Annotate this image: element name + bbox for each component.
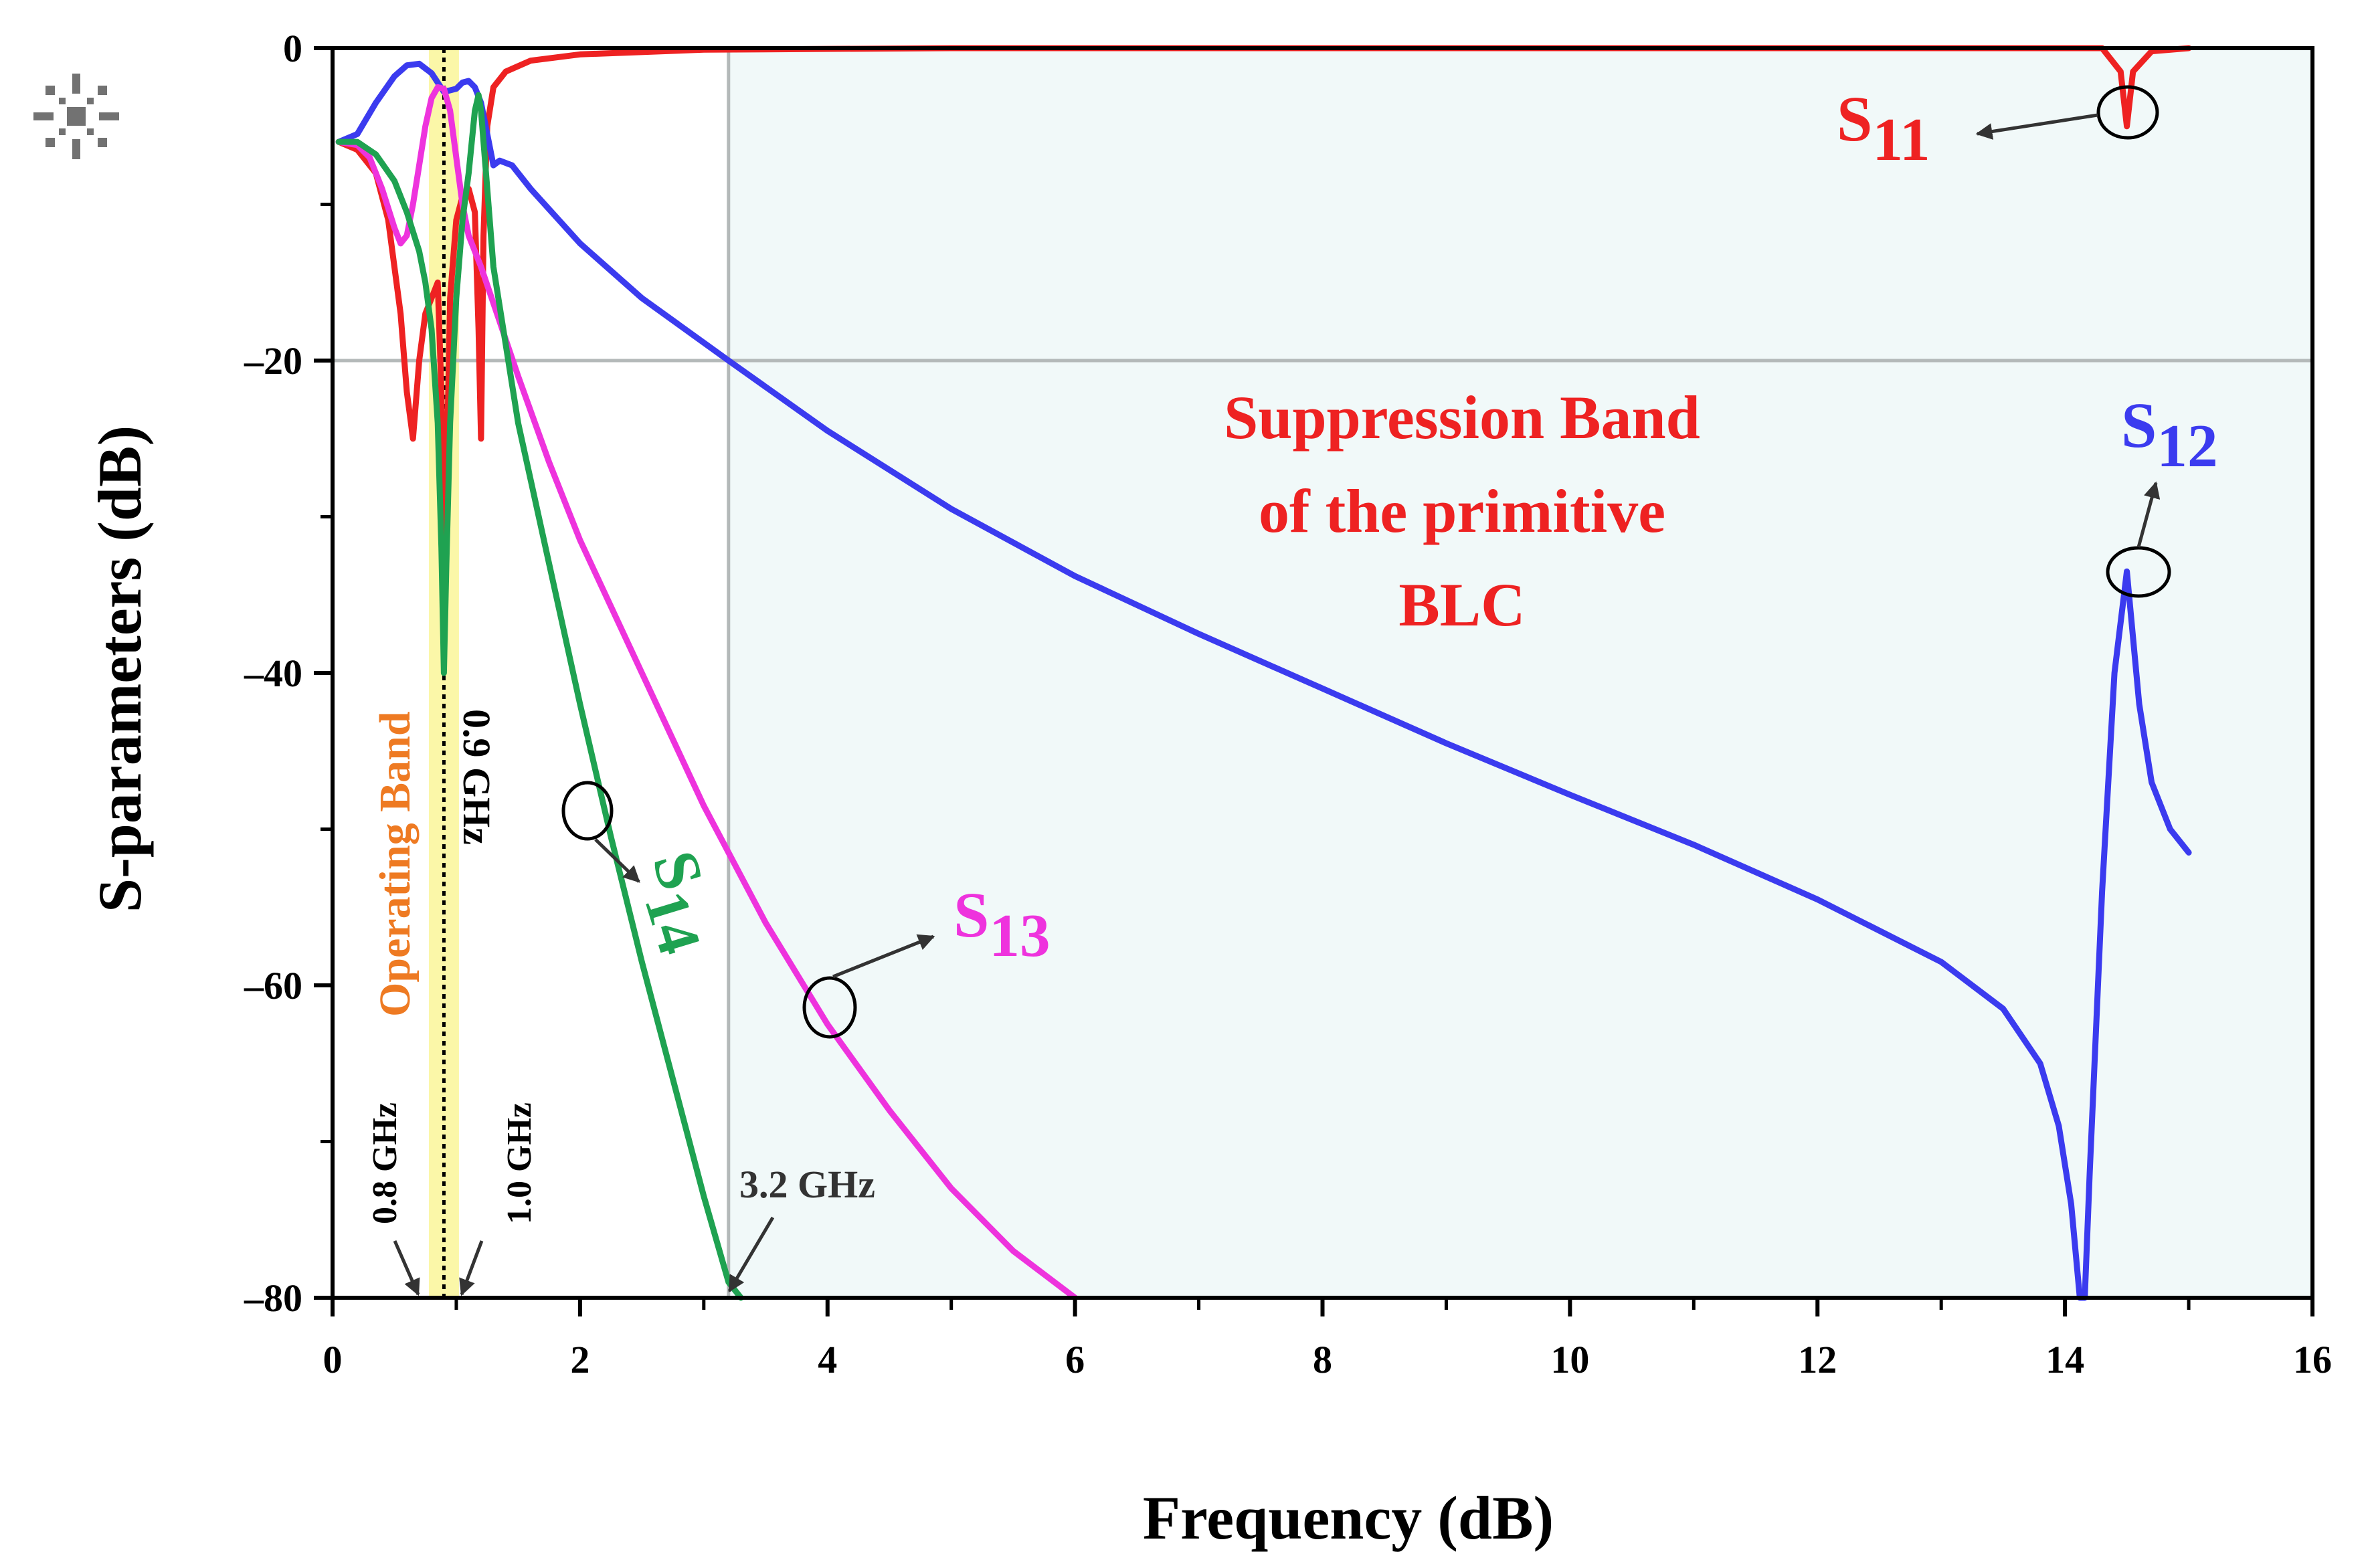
suppression-band-region	[728, 48, 2312, 1298]
high-edge-label: 1.0 GHz	[500, 1102, 539, 1224]
y-tick-label: –80	[244, 1276, 302, 1320]
logo-icon	[33, 74, 119, 159]
operating-band-label: Operating Band	[371, 711, 420, 1017]
series-s14-line	[335, 92, 744, 1301]
series-s12-line	[335, 60, 2192, 1301]
y-tick-label: –40	[244, 652, 302, 695]
series-s13-label: S13	[953, 879, 1051, 969]
series-s11-callout-arrow	[1975, 113, 2098, 140]
x-tick-label: 0	[323, 1338, 343, 1381]
cutoff-arrow	[727, 1216, 775, 1293]
high-edge-arrow	[459, 1240, 484, 1296]
series-s13-callout-circle	[802, 976, 857, 1039]
center-frequency-label: 0.9 GHz	[455, 709, 498, 845]
x-tick-label: 2	[570, 1338, 589, 1381]
suppression-band-label-line: of the primitive	[1259, 477, 1665, 545]
series-s11-callout-circle	[2096, 85, 2159, 140]
x-tick-label: 10	[1550, 1338, 1589, 1381]
x-axis-title: Frequency (dB)	[1143, 1484, 1554, 1552]
low-edge-label: 0.8 GHz	[366, 1102, 404, 1224]
suppression-band-label-line: BLC	[1398, 571, 1525, 639]
x-tick-label: 8	[1313, 1338, 1332, 1381]
cutoff-label: 3.2 GHz	[739, 1163, 875, 1206]
y-tick-label: –20	[244, 339, 302, 383]
suppression-band-label-line: Suppression Band	[1224, 383, 1700, 452]
x-tick-label: 6	[1065, 1338, 1085, 1381]
series-s12-callout-arrow	[2136, 481, 2161, 548]
y-tick-label: 0	[283, 27, 302, 70]
series-s14-callout-circle	[561, 781, 614, 841]
series-s14-callout-arrow	[594, 838, 640, 883]
series-s12-label: S12	[2121, 389, 2218, 480]
series-s13-callout-arrow	[832, 934, 935, 979]
y-axis-title: S-parameters (dB)	[86, 425, 154, 912]
series-s12-callout-circle	[2106, 546, 2171, 598]
x-tick-label: 16	[2293, 1338, 2332, 1381]
y-tick-label: –60	[244, 964, 302, 1007]
series-s11-label: S11	[1837, 83, 1930, 173]
x-tick-label: 12	[1798, 1338, 1837, 1381]
x-tick-label: 14	[2045, 1338, 2084, 1381]
x-tick-label: 4	[818, 1338, 837, 1381]
low-edge-arrow	[393, 1240, 420, 1296]
